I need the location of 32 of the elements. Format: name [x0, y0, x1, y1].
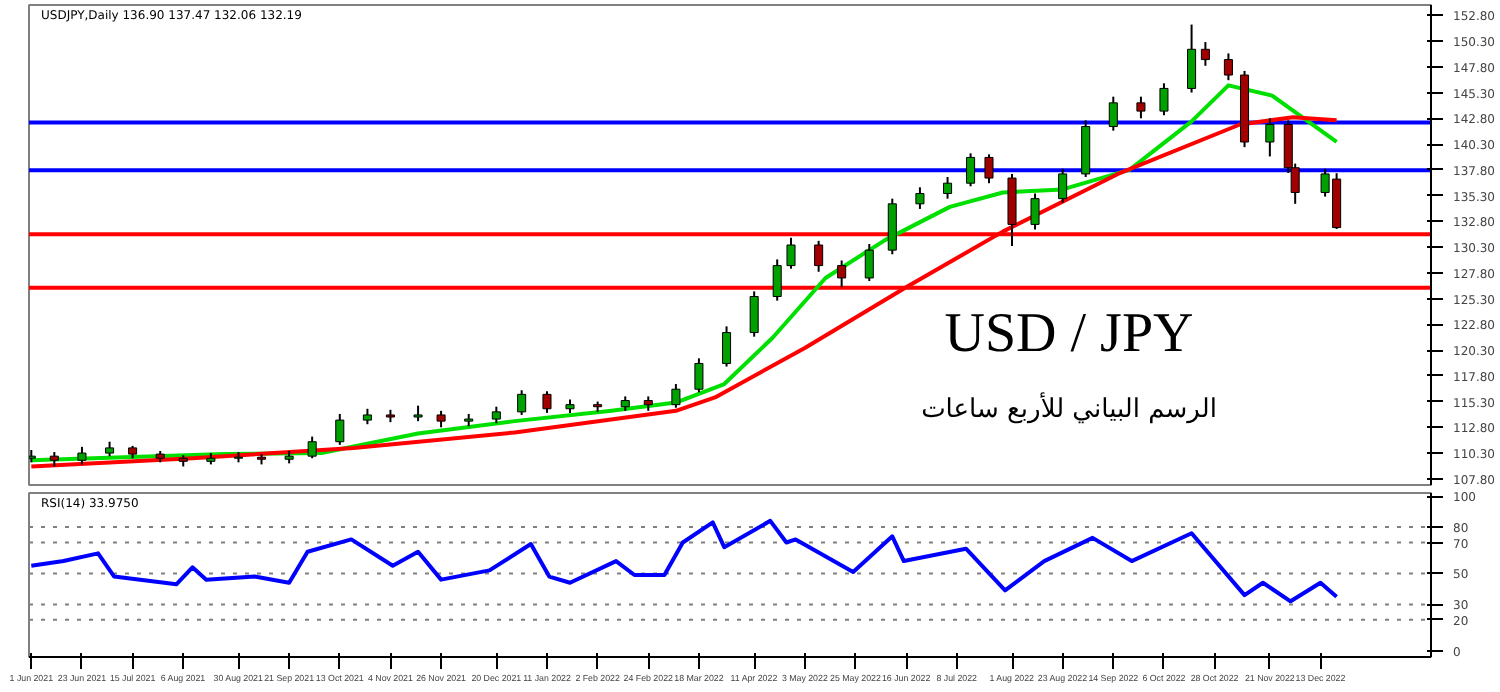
candlestick — [1136, 95, 1146, 120]
candlestick — [814, 239, 824, 273]
candlestick — [307, 435, 317, 460]
line-series — [29, 518, 1339, 604]
candlestick — [966, 152, 976, 188]
candlestick — [984, 153, 994, 185]
candlestick — [943, 176, 953, 200]
candlestick — [1007, 172, 1017, 248]
candlestick — [837, 259, 847, 289]
candlestick — [694, 357, 704, 394]
candlestick — [542, 390, 552, 414]
candlestick — [1030, 192, 1040, 231]
candlestick — [749, 290, 759, 338]
candlestick — [1187, 23, 1197, 94]
candlestick — [1200, 41, 1210, 67]
candlestick — [1081, 119, 1091, 179]
candlestick — [722, 325, 732, 368]
candlestick — [1223, 52, 1233, 82]
candlestick — [915, 186, 925, 210]
candlestick — [517, 389, 527, 416]
candlestick — [1058, 167, 1068, 204]
candlestick — [786, 236, 796, 270]
annotation: USD / JPY — [944, 303, 1194, 365]
candlestick — [1159, 82, 1169, 117]
candlestick — [335, 412, 345, 446]
annotation: الرسم البياني للأربع ساعات — [921, 391, 1217, 425]
candlestick — [1108, 95, 1118, 132]
candlestick — [671, 383, 681, 409]
candlestick — [864, 242, 874, 283]
candlestick — [1265, 117, 1275, 158]
candlestick — [772, 258, 782, 302]
candlestick — [887, 197, 897, 256]
